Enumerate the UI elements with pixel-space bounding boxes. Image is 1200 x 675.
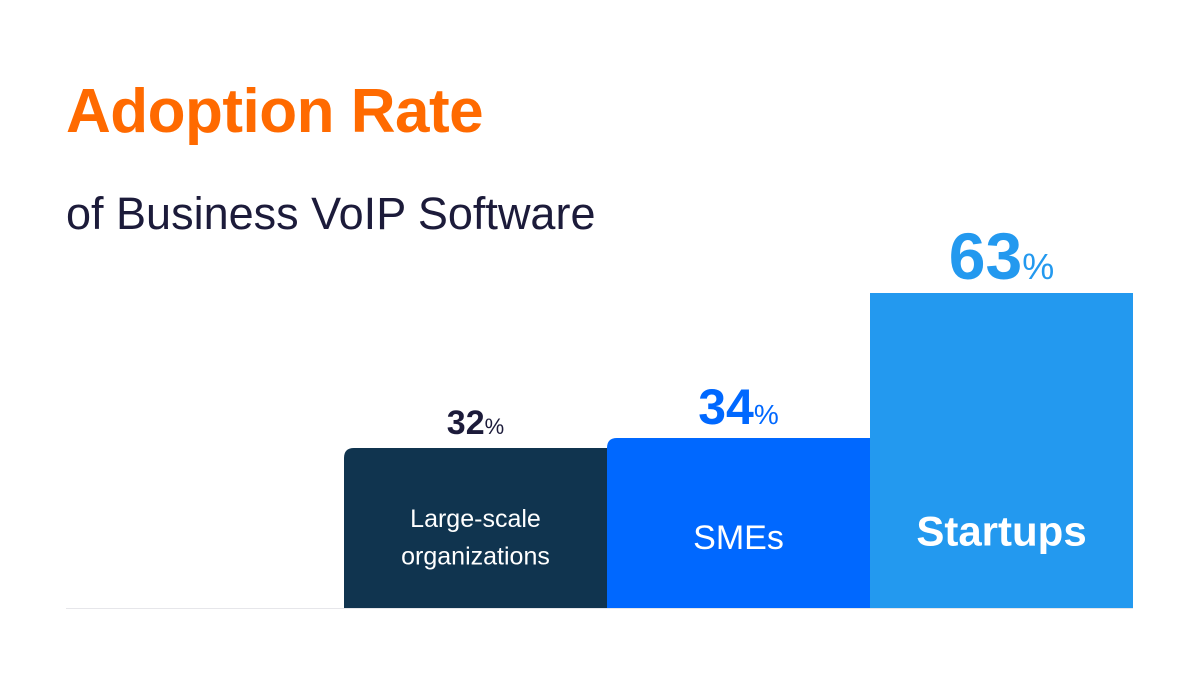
value-label: 34%	[698, 379, 779, 435]
bar	[870, 293, 1133, 608]
category-label: Startups	[916, 508, 1086, 555]
category-label: organizations	[401, 543, 550, 571]
value-label: 32%	[447, 404, 504, 442]
chart-subtitle: of Business VoIP Software	[66, 188, 596, 239]
chart-title: Adoption Rate	[66, 77, 484, 146]
bar	[607, 438, 870, 608]
category-label: SMEs	[693, 519, 784, 557]
value-label: 63%	[949, 219, 1054, 293]
category-label: Large-scale	[410, 505, 541, 533]
bar	[344, 448, 607, 608]
